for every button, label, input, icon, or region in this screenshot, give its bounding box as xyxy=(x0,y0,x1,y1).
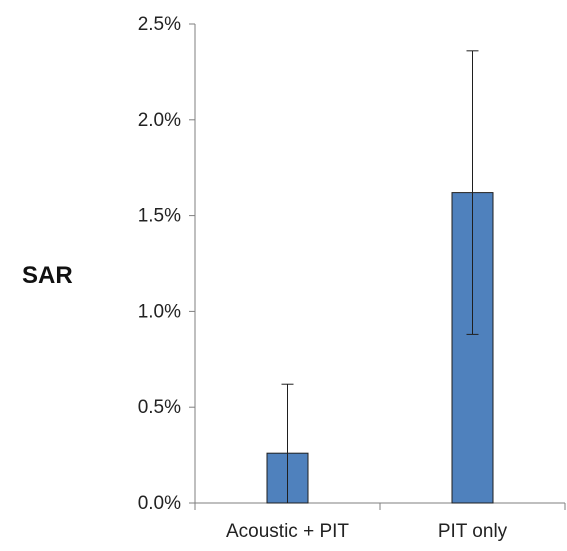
bars xyxy=(266,192,494,504)
x-axis: Acoustic + PIT PIT only xyxy=(194,502,566,542)
y-tick-label: 1.0% xyxy=(138,301,181,322)
y-tick-label: 0.0% xyxy=(138,493,181,514)
x-category-label: PIT only xyxy=(438,521,508,542)
y-tick-label: 0.5% xyxy=(138,397,181,418)
y-tick-label: 2.0% xyxy=(138,110,181,131)
x-category-label: Acoustic + PIT xyxy=(226,521,349,542)
y-axis-title: SAR xyxy=(22,262,73,289)
y-tick-label: 2.5% xyxy=(138,14,181,35)
error-bars xyxy=(281,50,479,503)
y-axis: 0.0% 0.5% 1.0% 1.5% 2.0% 2.5% xyxy=(138,14,196,514)
y-tick-label: 1.5% xyxy=(138,206,181,227)
